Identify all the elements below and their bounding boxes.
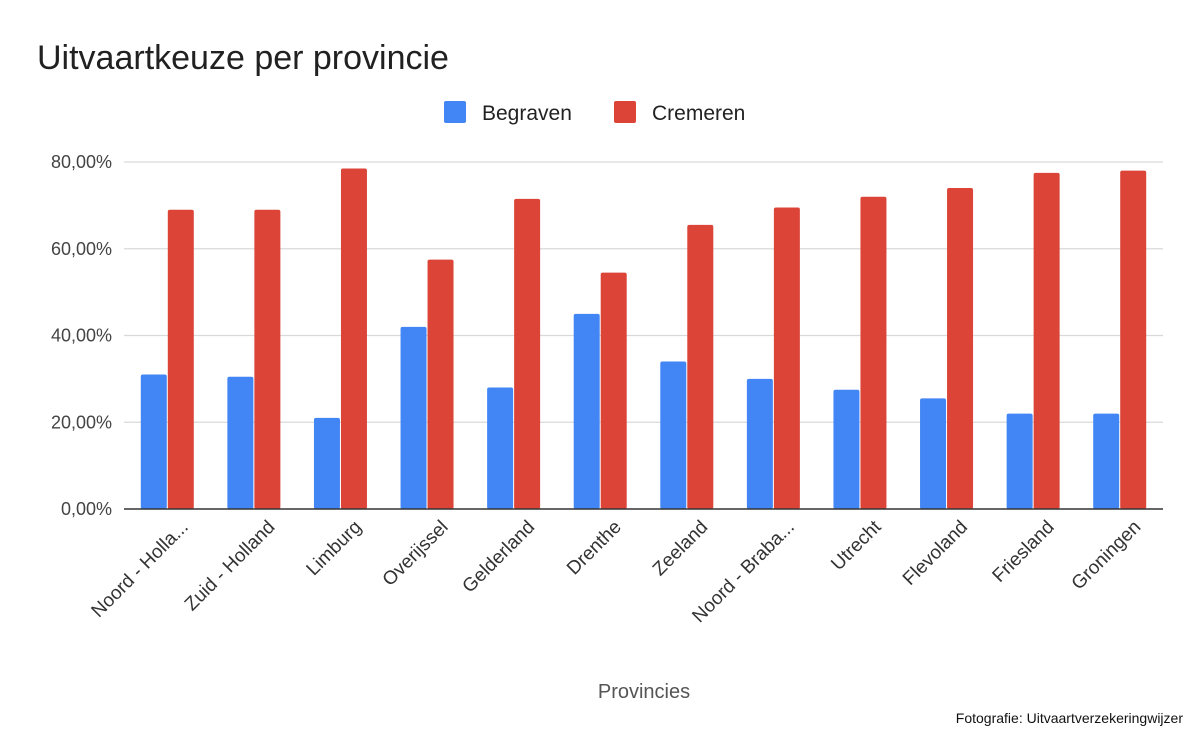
x-tick-label: Zeeland <box>649 517 712 580</box>
bars <box>140 168 1147 510</box>
bar-begraven-10 <box>920 398 947 509</box>
x-tick-label: Limburg <box>303 517 366 580</box>
bar-begraven-12 <box>1093 413 1120 509</box>
bar-begraven-11 <box>1006 413 1033 509</box>
chart-title: Uitvaartkeuze per provincie <box>37 39 449 77</box>
x-tick-label: Friesland <box>989 517 1059 587</box>
bar-cremeren-11 <box>1033 172 1060 509</box>
bar-cremeren-1 <box>167 209 194 509</box>
photo-credit: Fotografie: Uitvaartverzekeringwijzer <box>956 710 1184 726</box>
bar-begraven-1 <box>140 374 167 509</box>
y-tick-label: 40,00% <box>51 326 112 346</box>
bar-cremeren-6 <box>600 272 627 509</box>
bar-begraven-4 <box>400 326 427 509</box>
x-axis-ticks: Noord - Holla...Zuid - Holland Limburg Ove… <box>88 516 1146 627</box>
bar-cremeren-2 <box>254 209 281 509</box>
bar-begraven-9 <box>833 389 860 509</box>
y-tick-label: 20,00% <box>51 412 112 432</box>
bar-cremeren-10 <box>947 188 974 509</box>
x-tick-label: Utrecht <box>827 516 886 575</box>
x-tick-label: Zuid - Holland <box>181 517 279 615</box>
y-tick-label: 0,00% <box>61 499 112 519</box>
x-tick-label: Flevoland <box>899 517 972 590</box>
bar-cremeren-9 <box>860 196 887 509</box>
y-tick-label: 80,00% <box>51 152 112 172</box>
legend-swatch-begraven <box>444 101 466 123</box>
bar-cremeren-5 <box>514 198 541 509</box>
bar-cremeren-7 <box>687 224 714 510</box>
x-tick-label: Gelderland <box>459 517 540 598</box>
y-tick-label: 60,00% <box>51 239 112 259</box>
bar-cremeren-12 <box>1120 170 1147 510</box>
x-tick-label: Groningen <box>1068 517 1146 595</box>
bar-begraven-8 <box>746 378 773 509</box>
x-tick-label: Drenthe <box>563 517 626 580</box>
x-axis-label: Provincies <box>598 681 690 703</box>
bar-cremeren-8 <box>773 207 800 509</box>
x-tick-label: Noord - Holla... <box>88 517 193 622</box>
bar-begraven-6 <box>573 313 600 509</box>
bar-begraven-3 <box>313 417 340 509</box>
bar-begraven-2 <box>227 376 254 509</box>
legend-label-begraven: Begraven <box>482 102 572 125</box>
x-tick-label: Overijssel <box>379 517 453 591</box>
bar-cremeren-4 <box>427 259 454 509</box>
bar-begraven-5 <box>487 387 514 509</box>
legend-label-cremeren: Cremeren <box>652 102 745 125</box>
y-axis-ticks: 0,00% 20,00% 40,00% 60,00% 80,00% <box>51 152 112 519</box>
bar-cremeren-3 <box>340 168 367 509</box>
legend: Begraven Cremeren <box>444 101 745 125</box>
bar-begraven-7 <box>660 361 687 509</box>
gridlines <box>124 161 1163 423</box>
legend-swatch-cremeren <box>614 101 636 123</box>
